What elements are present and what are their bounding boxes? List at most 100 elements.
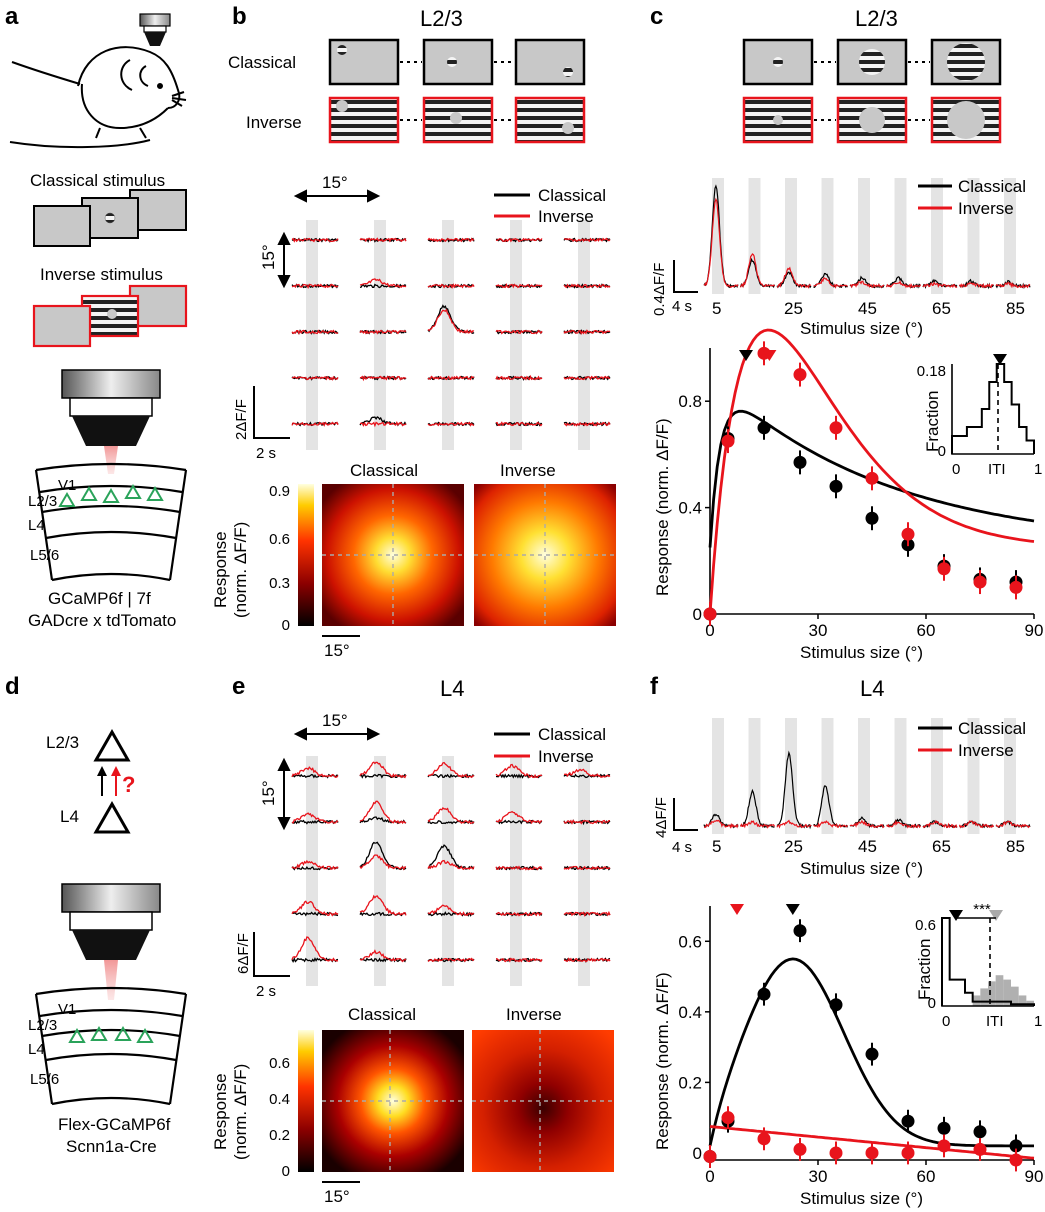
stimulus-shade — [967, 178, 980, 294]
inset-axes — [951, 364, 1034, 455]
b-cbar-tick-0: 0 — [282, 617, 290, 634]
size-trace-inverse — [995, 281, 1031, 289]
trace-inverse — [563, 375, 611, 381]
b-scale-h-label: 15° — [322, 173, 348, 192]
trace-classical — [563, 865, 611, 871]
e-legend — [494, 732, 530, 758]
trace-inverse — [563, 819, 610, 825]
panel-d-letter: d — [5, 673, 20, 700]
stimulus-shade — [442, 756, 454, 986]
microscope-objective-icon — [61, 369, 161, 474]
y-tick-label: 0.8 — [678, 392, 702, 411]
trace-inverse — [359, 375, 407, 382]
trace-inverse — [291, 766, 339, 779]
axes — [709, 906, 1034, 1161]
d-top-label: L2/3 — [46, 733, 79, 752]
inverse-stimulus-label: Inverse stimulus — [40, 265, 163, 284]
peak-marker — [785, 904, 800, 915]
c-trace-tick-2: 45 — [858, 299, 877, 318]
b-colorbar — [298, 484, 314, 626]
c-trace-time: 4 s — [672, 298, 692, 315]
d-layer-56-label: L5/6 — [30, 1071, 59, 1088]
point-classical — [793, 924, 807, 938]
stimulus-shade — [578, 756, 590, 986]
c-inset-xtick-2: 1 — [1034, 461, 1042, 478]
stimulus-shade — [858, 718, 870, 834]
e-scale-v-label: 15° — [259, 780, 278, 806]
hist-bar-gray — [988, 981, 996, 1006]
b-map-inverse — [474, 484, 616, 626]
size-trace-inverse — [849, 819, 885, 829]
a-line1: GCaMP6f | 7f — [48, 589, 151, 608]
b-scale-v-label: 15° — [259, 244, 278, 270]
y-tick-label: 0 — [693, 1144, 702, 1163]
size-trace-inverse — [813, 820, 849, 829]
e-legend-inverse: Inverse — [538, 747, 594, 766]
point-inverse — [1009, 580, 1023, 594]
trace-classical — [359, 957, 407, 963]
f-legend-inverse: Inverse — [958, 741, 1014, 760]
e-scale-y: 6ΔF/F — [235, 933, 252, 974]
stimulus-shade — [1004, 178, 1016, 294]
trace-inverse — [563, 910, 611, 917]
point-classical — [829, 479, 843, 493]
e-cbar-tick-1: 0.2 — [269, 1127, 290, 1144]
trace-inverse — [291, 375, 339, 381]
b-cbar-tick-3: 0.9 — [269, 483, 290, 500]
trace-classical — [359, 283, 407, 289]
x-tick-label: 0 — [705, 621, 714, 640]
point-classical — [757, 987, 771, 1001]
stimulus-shade — [858, 178, 870, 294]
b-row-classical: Classical — [228, 53, 296, 72]
inset-marker — [949, 910, 963, 921]
trace-inverse — [291, 812, 339, 824]
point-inverse — [901, 1146, 915, 1160]
e-legend-classical: Classical — [538, 725, 606, 744]
d-cortex-diagram — [34, 986, 188, 1106]
size-trace-inverse — [958, 820, 995, 829]
point-inverse — [721, 434, 735, 448]
peak-marker — [762, 350, 777, 361]
x-tick-label: 30 — [809, 621, 828, 640]
e-scale-h-label: 15° — [322, 711, 348, 730]
stimulus-shade — [894, 718, 907, 834]
panel-c-title: L2/3 — [855, 6, 898, 31]
point-inverse — [973, 575, 987, 589]
f-trace-tick-2: 45 — [858, 837, 877, 856]
size-trace-inverse — [959, 282, 994, 289]
b-cbar-tick-2: 0.6 — [269, 531, 290, 548]
b-row-inverse: Inverse — [246, 113, 302, 132]
point-inverse — [829, 1146, 843, 1160]
hist-bar-gray — [1018, 995, 1027, 1006]
point-inverse — [901, 527, 915, 541]
c-trace-scale — [673, 260, 698, 293]
f-trace-time: 4 s — [672, 839, 692, 856]
stimulus-shade — [1004, 718, 1016, 834]
trace-inverse — [495, 374, 543, 381]
c-xlabel: Stimulus size (°) — [800, 643, 923, 662]
a-layer-56-label: L5/6 — [30, 547, 59, 564]
d-arrows — [97, 766, 121, 796]
inverse-stimulus-stack — [32, 284, 188, 348]
panel-c-letter: c — [650, 3, 663, 30]
stimulus-shade — [306, 220, 318, 450]
x-tick-label: 30 — [809, 1167, 828, 1186]
d-layer-4-label: L4 — [28, 1041, 45, 1058]
f-trace-scale — [673, 798, 698, 831]
d-layer-23-label: L2/3 — [28, 1017, 57, 1034]
trace-inverse — [427, 761, 475, 779]
y-tick-label: 0.2 — [678, 1073, 702, 1092]
trace-inverse — [359, 761, 407, 779]
x-tick-label: 60 — [917, 1167, 936, 1186]
peak-marker — [739, 350, 753, 361]
c-size-tuning-plot: 0 30 60 90 0 0.4 0.8 — [678, 328, 1043, 640]
b-scale-y: 2ΔF/F — [233, 399, 250, 440]
size-trace-inverse — [922, 819, 958, 829]
inset-axes — [941, 918, 1034, 1007]
trace-classical — [291, 819, 339, 825]
cortex-diagram — [34, 462, 188, 582]
trace-inverse — [291, 859, 339, 871]
trace-classical — [427, 819, 475, 825]
c-inset-histogram — [951, 354, 1035, 455]
y-tick-label: 0.4 — [678, 1003, 702, 1022]
